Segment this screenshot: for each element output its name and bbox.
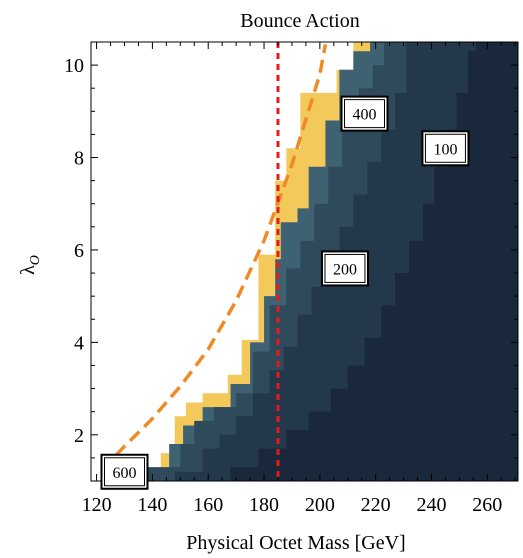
contour-label-200: 200 [320,250,369,287]
contour-labels: 600 400 200 100 [100,95,470,490]
y-tick-label: 8 [74,148,84,170]
y-axis-label: λO [17,255,43,275]
axis-ticks: 120 140 160 180 200 220 240 260 2 4 6 8 10 [64,42,518,516]
svg-text:λO: λO [17,255,43,275]
plot-area [91,42,518,481]
contour-label-100: 100 [421,130,470,167]
x-tick-label: 240 [416,494,446,516]
contour-label-inner-box [324,253,366,283]
contour-label-inner-box [103,457,145,487]
curves [100,42,328,481]
y-tick-label: 4 [74,332,84,354]
y-axis-label-subscript: O [28,255,43,265]
x-axis-label: Physical Octet Mass [GeV] [186,532,405,554]
x-tick-label: 260 [472,494,502,516]
contour-label-text: 100 [433,141,457,158]
y-tick-label: 2 [74,425,84,447]
contour-label-inner-box [424,133,466,163]
contour-label-600: 600 [100,453,149,490]
y-tick-label: 6 [74,240,84,262]
contour-label-400: 400 [340,95,389,132]
x-tick-label: 140 [137,494,167,516]
contour-label-box [421,130,470,167]
orange-dashed-curve [100,43,328,471]
x-tick-label: 200 [305,494,335,516]
y-axis-label-lambda: λ [17,265,39,275]
contour-label-box [100,453,149,490]
y-tick-label: 10 [64,55,84,77]
contour-label-inner-box [344,99,386,129]
chart-title: Bounce Action [240,10,359,32]
contour-label-text: 600 [112,465,136,482]
x-tick-label: 180 [249,494,279,516]
contour-label-box [340,95,389,132]
contour-label-box [320,250,369,287]
contour-label-text: 400 [353,107,377,124]
x-tick-label: 220 [361,494,391,516]
plot-frame [90,41,519,482]
contour-label-text: 200 [333,261,357,278]
x-tick-label: 160 [193,494,223,516]
x-tick-label: 120 [82,494,112,516]
